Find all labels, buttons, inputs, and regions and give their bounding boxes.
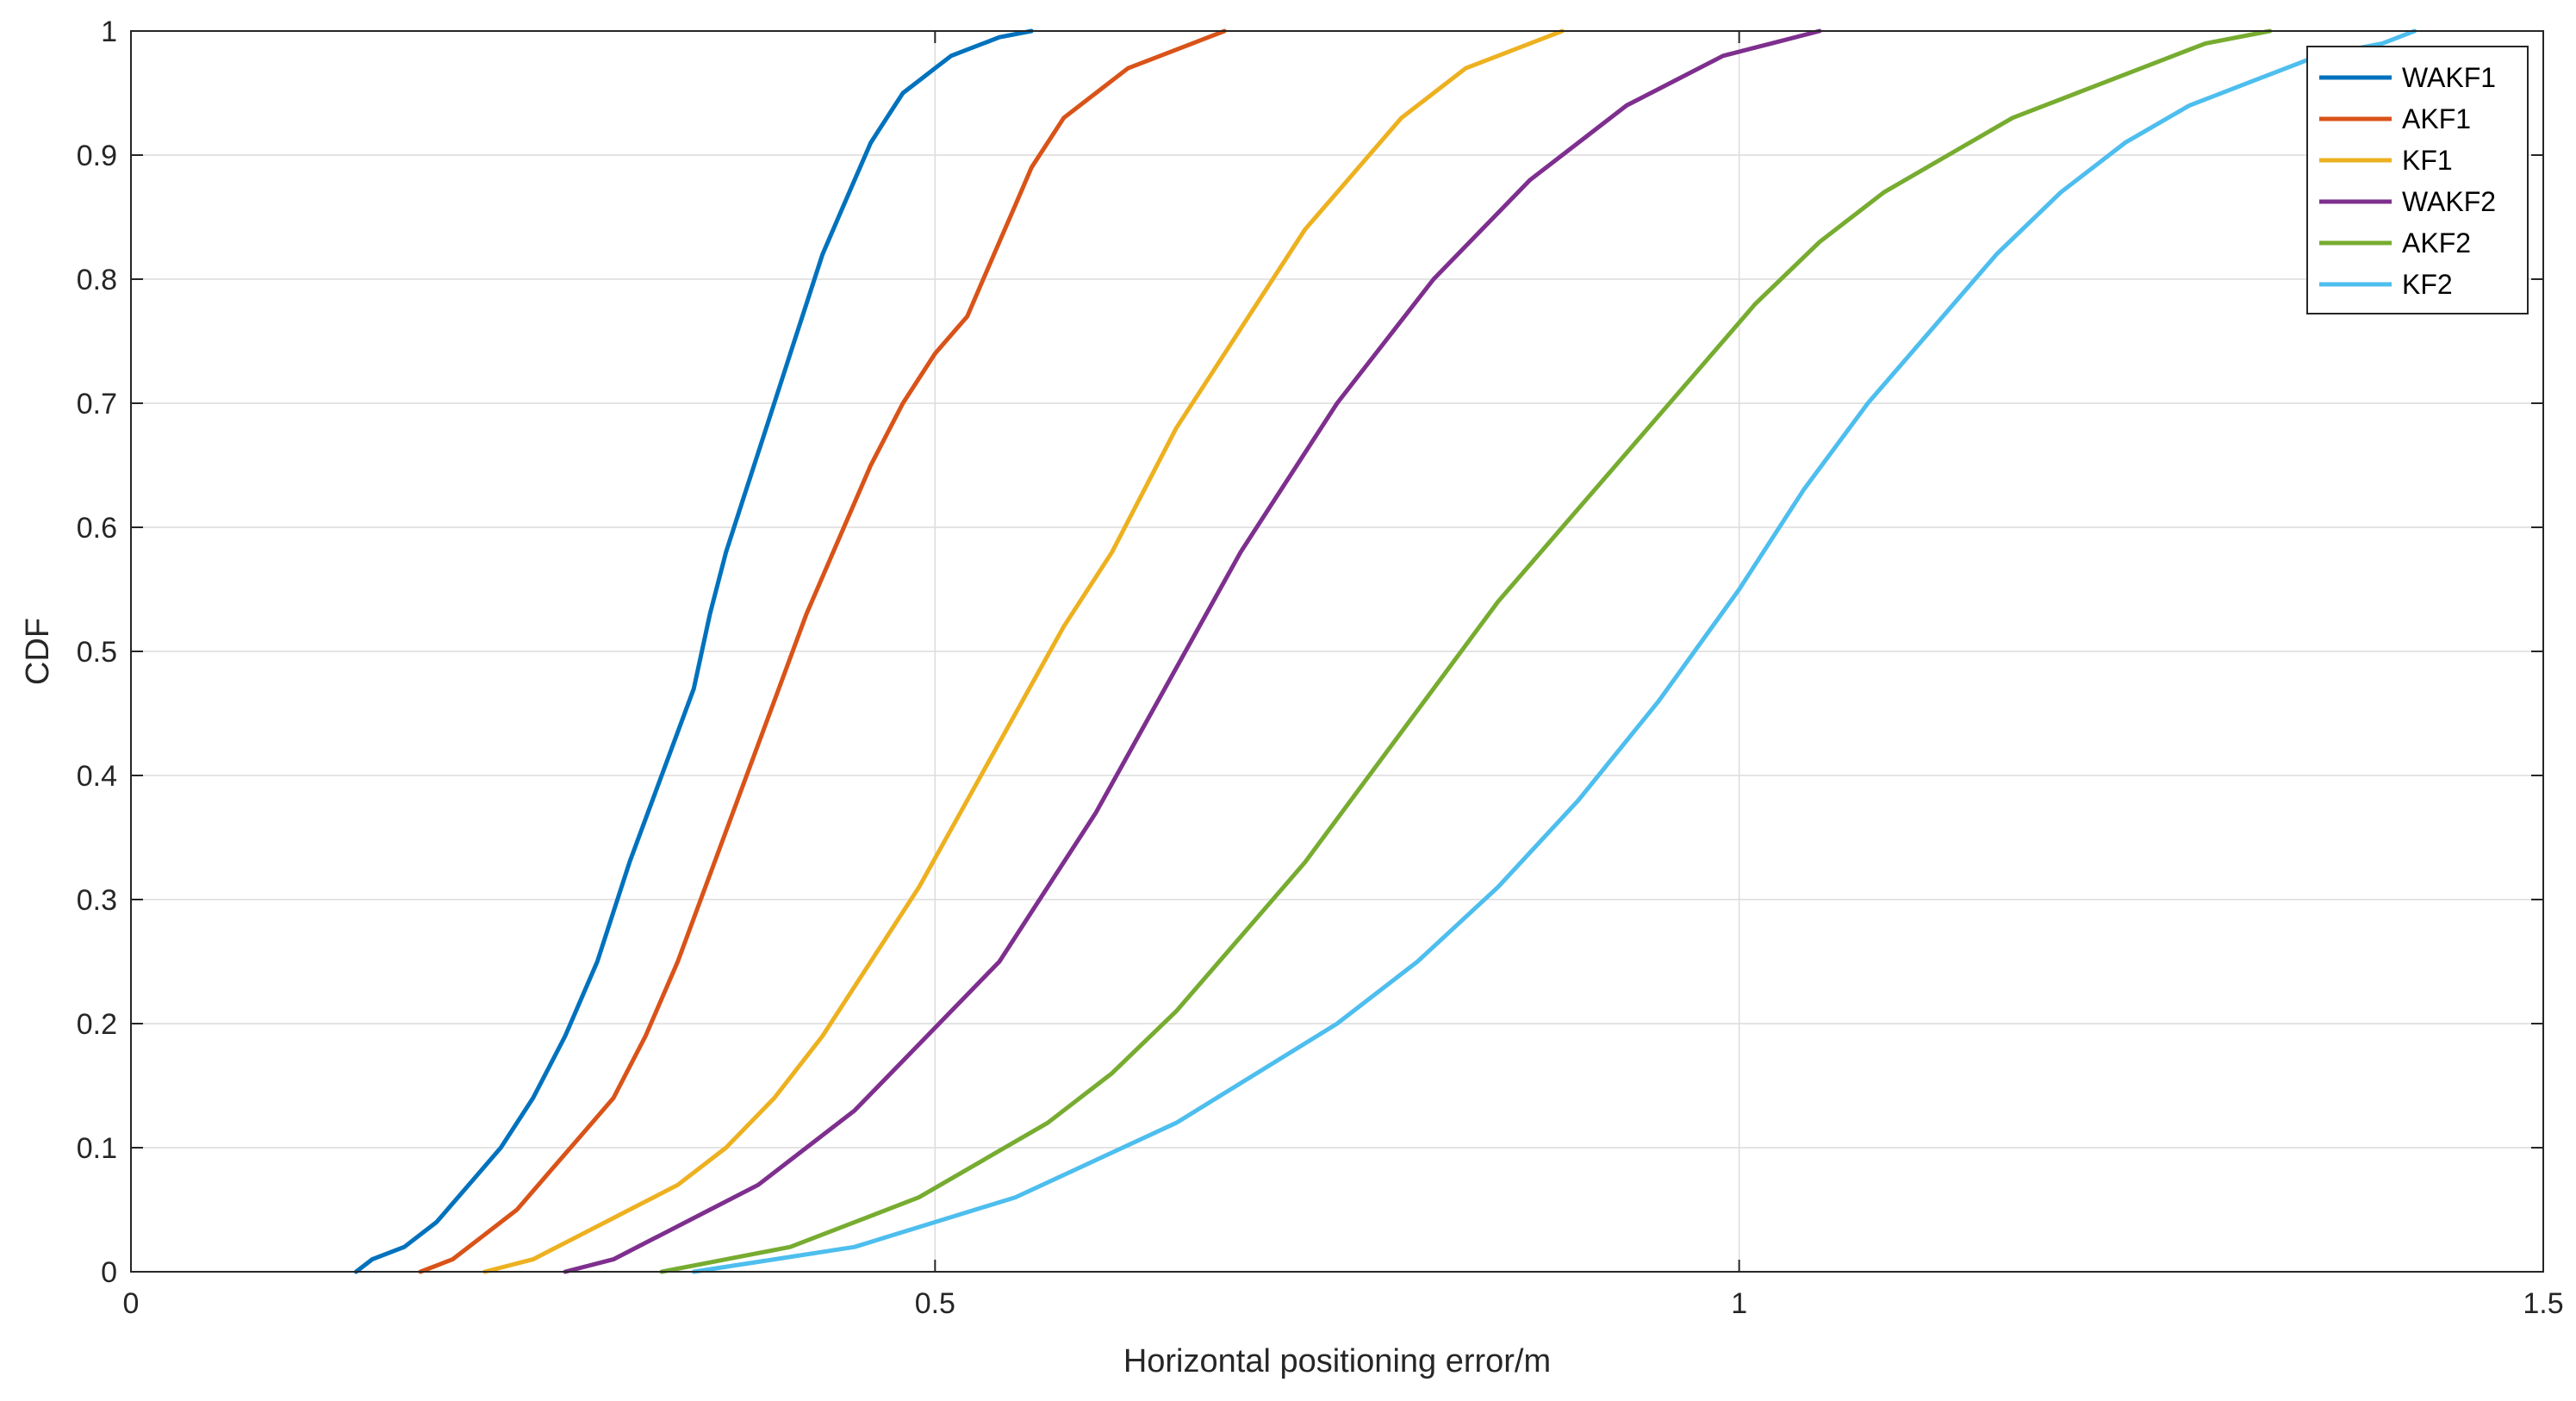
x-tick-label: 1	[1731, 1287, 1747, 1320]
y-tick-label: 0.3	[77, 884, 117, 917]
series-line-wakf1	[353, 28, 1034, 1274]
y-tick-label: 0.2	[77, 1008, 117, 1041]
series-line-wakf2	[563, 28, 1822, 1274]
y-tick-label: 1	[101, 16, 117, 48]
y-tick-label: 0.9	[77, 140, 117, 172]
tick-labels: 0 0.5 1 1.5 0 0.1 0.2 0.3 0.4 0.5 0.6 0.7 0.8 0.9 1	[77, 16, 2564, 1320]
series-line-akf1	[418, 28, 1227, 1274]
series-layer	[353, 28, 2417, 1274]
y-tick-label: 0	[101, 1256, 117, 1289]
y-tick-label: 0.1	[77, 1132, 117, 1165]
y-tick-label: 0.8	[77, 264, 117, 296]
y-tick-label: 0.4	[77, 760, 117, 793]
legend-label: KF2	[2402, 269, 2453, 300]
series-line-kf1	[482, 28, 1565, 1274]
x-tick-label: 0.5	[915, 1287, 955, 1320]
legend-label: AKF2	[2402, 227, 2471, 258]
y-tick-label: 0.5	[77, 636, 117, 669]
x-tick-label: 1.5	[2523, 1287, 2563, 1320]
x-tick-label: 0	[123, 1287, 140, 1320]
tick-marks	[130, 30, 2544, 1273]
legend-box	[2306, 46, 2529, 314]
y-axis-label: CDF	[20, 618, 56, 685]
y-tick-label: 0.6	[77, 512, 117, 545]
legend-label: WAKF1	[2402, 62, 2496, 93]
legend-label: KF1	[2402, 145, 2453, 176]
y-tick-label: 0.7	[77, 388, 117, 420]
legend-label: WAKF2	[2402, 186, 2496, 217]
series-line-akf2	[659, 28, 2273, 1274]
series-line-kf2	[691, 28, 2417, 1274]
legend: WAKF1 AKF1 KF1 WAKF2 AKF2 KF2	[2306, 46, 2529, 314]
x-axis-label: Horizontal positioning error/m	[1123, 1343, 1551, 1379]
legend-label: AKF1	[2402, 103, 2471, 134]
